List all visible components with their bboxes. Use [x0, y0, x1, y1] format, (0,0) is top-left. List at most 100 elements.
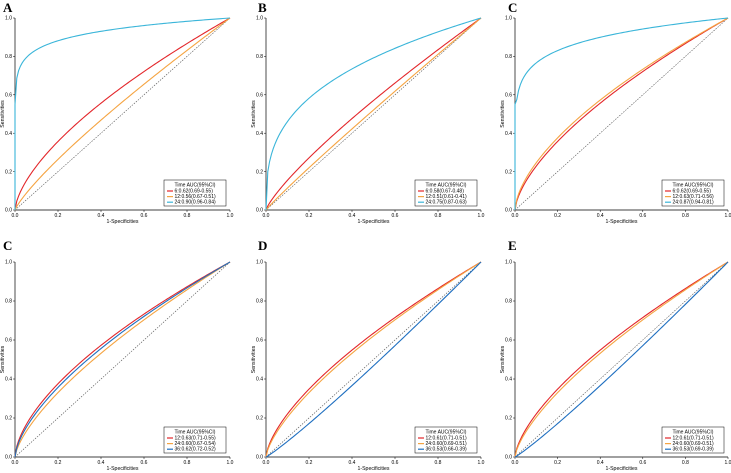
y-tick-label: 1.0	[505, 260, 512, 266]
roc-panel-6: E 0.0 0.2 0.4 0.6 0.8 1.0 0.0 0.2 0.4 0.6 0.8 1.0 1-S…	[500, 238, 731, 472]
x-axis-label: 1-Specificities	[357, 466, 389, 472]
x-tick-label: 0.8	[682, 460, 689, 466]
roc-curve-series-3	[14, 17, 231, 210]
y-tick-label: 0.2	[5, 169, 12, 175]
legend-box	[414, 426, 478, 454]
roc-panel-5: D 0.0 0.2 0.4 0.6 0.8 1.0 0.0 0.2 0.4 0.6 0.8 1.0 1-S…	[251, 238, 485, 472]
panel-letter: D	[258, 238, 267, 253]
legend-title: Time AUC(95%CI)	[426, 430, 467, 436]
y-tick-label: 0.6	[256, 338, 263, 344]
y-tick-label: 1.0	[5, 16, 12, 22]
y-tick-label: 0.4	[256, 131, 263, 137]
y-tick-label: 0.6	[5, 93, 12, 99]
x-tick-label: 1.0	[478, 460, 485, 466]
legend-entry: 24:0.60(0.69-0.51)	[426, 441, 467, 447]
y-tick-label: 0.8	[256, 54, 263, 60]
x-tick-label: 0.4	[349, 213, 356, 219]
x-tick-label: 0.0	[12, 213, 19, 219]
y-tick-label: 1.0	[256, 260, 263, 266]
legend-box	[661, 179, 725, 207]
y-tick-label: 0.0	[505, 208, 512, 214]
x-axis-label: 1-Specificities	[106, 219, 138, 225]
y-tick-label: 0.0	[256, 208, 263, 214]
y-tick-label: 0.0	[505, 455, 512, 461]
roc-curve-series-1	[14, 261, 231, 458]
y-tick-label: 0.2	[505, 416, 512, 422]
x-tick-label: 0.4	[98, 213, 105, 219]
y-tick-label: 0.6	[256, 93, 263, 99]
x-tick-label: 0.2	[306, 213, 313, 219]
x-tick-label: 0.0	[512, 460, 519, 466]
y-tick-label: 1.0	[5, 260, 12, 266]
y-tick-label: 0.8	[505, 299, 512, 305]
roc-curve-series-3	[265, 261, 482, 458]
roc-panel-2: B 0.0 0.2 0.4 0.6 0.8 1.0 0.0 0.2 0.4 0.6 0.8 1.0 1-S…	[251, 0, 485, 225]
x-tick-label: 0.8	[682, 213, 689, 219]
legend-entry: 36:0.53(0.66-0.39)	[426, 447, 467, 453]
roc-curve-series-3	[514, 261, 729, 458]
y-tick-label: 0.4	[505, 131, 512, 137]
y-tick-label: 0.8	[5, 299, 12, 305]
reference-diagonal	[514, 261, 729, 458]
legend-title: Time AUC(95%CI)	[673, 430, 714, 436]
panel-letter: C	[3, 238, 12, 253]
x-tick-label: 0.6	[639, 460, 646, 466]
y-tick-label: 1.0	[505, 16, 512, 22]
legend-box	[163, 426, 227, 454]
roc-curve-series-1	[265, 261, 482, 458]
y-tick-label: 0.0	[5, 208, 12, 214]
roc-curve-series-2	[514, 261, 729, 458]
x-tick-label: 1.0	[227, 213, 234, 219]
x-tick-label: 1.0	[478, 213, 485, 219]
reference-diagonal	[514, 17, 729, 211]
legend-entry: 24:0.60(0.69-0.51)	[673, 441, 714, 447]
y-tick-label: 0.4	[505, 377, 512, 383]
legend-title: Time AUC(95%CI)	[673, 183, 714, 189]
legend-entry: 12:0.61(0.71-0.51)	[673, 436, 714, 442]
panel-letter: A	[3, 0, 13, 15]
x-tick-label: 0.8	[184, 213, 191, 219]
reference-diagonal	[265, 17, 482, 211]
x-tick-label: 1.0	[725, 213, 731, 219]
x-tick-label: 0.4	[597, 460, 604, 466]
y-tick-label: 0.0	[256, 455, 263, 461]
panel-letter: B	[258, 0, 267, 15]
y-tick-label: 0.0	[5, 455, 12, 461]
roc-panel-3: C 0.0 0.2 0.4 0.6 0.8 1.0 0.0 0.2 0.4 0.6 0.8 1.0 1-S…	[500, 0, 731, 225]
legend-entry: 6:0.62(0.69-0.55)	[673, 189, 712, 195]
y-tick-label: 0.4	[256, 377, 263, 383]
y-tick-label: 0.2	[256, 169, 263, 175]
legend-entry: 12:0.51(0.61-0.41)	[426, 194, 467, 200]
x-axis-label: 1-Specificities	[106, 466, 138, 472]
x-tick-label: 0.2	[554, 213, 561, 219]
legend-entry: 24:0.60(0.67-0.54)	[175, 441, 216, 447]
legend-box	[661, 426, 725, 454]
roc-curve-series-1	[265, 17, 482, 211]
legend-entry: 36:0.53(0.69-0.39)	[673, 447, 714, 453]
y-tick-label: 0.4	[5, 377, 12, 383]
x-tick-label: 0.8	[435, 460, 442, 466]
y-tick-label: 0.2	[5, 416, 12, 422]
x-tick-label: 0.0	[12, 460, 19, 466]
x-tick-label: 0.2	[55, 213, 62, 219]
reference-diagonal	[14, 17, 231, 211]
legend-entry: 12:0.63(0.71-0.56)	[673, 194, 714, 200]
legend-entry: 6:0.62(0.69-0.55)	[175, 189, 214, 195]
x-tick-label: 0.0	[512, 213, 519, 219]
legend-title: Time AUC(95%CI)	[175, 430, 216, 436]
y-tick-label: 0.8	[505, 54, 512, 60]
roc-curve-series-3	[514, 17, 729, 210]
x-tick-label: 0.6	[639, 213, 646, 219]
roc-curve-series-2	[265, 261, 482, 458]
legend-title: Time AUC(95%CI)	[426, 183, 467, 189]
roc-curve-series-1	[514, 17, 729, 211]
y-axis-label: Sensitivities	[0, 100, 6, 128]
y-tick-label: 1.0	[256, 16, 263, 22]
roc-panel-1: A 0.0 0.2 0.4 0.6 0.8 1.0 0.0 0.2 0.4 0.6 0.8 1.0 1-S…	[0, 0, 234, 225]
x-tick-label: 0.2	[306, 460, 313, 466]
y-tick-label: 0.4	[5, 131, 12, 137]
x-tick-label: 0.8	[184, 460, 191, 466]
legend-entry: 24:0.87(0.94-0.81)	[673, 200, 714, 206]
x-tick-label: 1.0	[227, 460, 234, 466]
